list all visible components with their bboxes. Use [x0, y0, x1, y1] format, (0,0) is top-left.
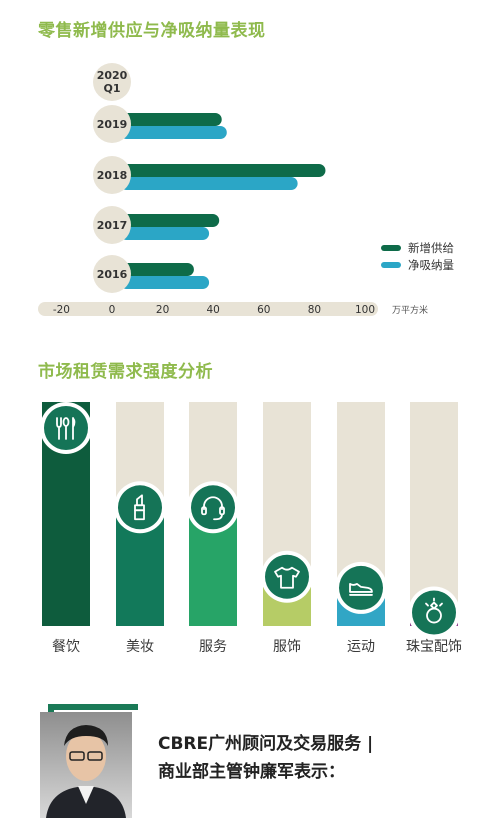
chart2-title: 市场租赁需求强度分析: [38, 362, 213, 382]
category-badge: [93, 255, 131, 293]
icon-badge: [191, 485, 235, 530]
bar-absorption: [120, 126, 227, 139]
sneaker-icon: [349, 583, 373, 596]
fork-knife-spoon-icon: [56, 417, 76, 440]
x-tick-label: 80: [308, 304, 321, 316]
bar-absorption: [120, 276, 210, 289]
icon-badge: [412, 590, 456, 635]
bar-supply: [120, 164, 326, 177]
x-axis-unit: 万平方米: [392, 304, 428, 316]
x-tick-label: -20: [53, 304, 70, 316]
legend-swatch: [381, 262, 401, 268]
quote-text: CBRE广州顾问及交易服务 | 商业部主管钟廉军表示：: [158, 730, 458, 786]
ring-icon: [425, 597, 443, 624]
category-label: 餐饮: [52, 639, 80, 655]
icon-badge: [265, 554, 309, 599]
x-tick-label: 40: [207, 304, 220, 316]
category-label: 服务: [199, 639, 227, 655]
x-tick-label: 100: [355, 304, 375, 316]
quote-line-1: CBRE广州顾问及交易服务 |: [158, 734, 374, 754]
x-axis-strip: [38, 302, 378, 316]
bar-absorption: [120, 177, 298, 190]
legend-label: 新增供给: [408, 241, 454, 255]
category-label: 珠宝配饰: [406, 639, 462, 655]
x-tick-label: 0: [109, 304, 116, 316]
bar-supply: [120, 113, 222, 126]
x-tick-label: 60: [257, 304, 270, 316]
legend-label: 净吸纳量: [408, 258, 454, 272]
x-tick-label: 20: [156, 304, 169, 316]
category-badge: [93, 206, 131, 244]
legend-swatch: [381, 245, 401, 251]
lipstick-icon: [134, 494, 145, 521]
shirt-icon: [274, 566, 300, 589]
speaker-photo: [40, 712, 132, 818]
icon-badge: [339, 565, 383, 610]
category-badge: [93, 105, 131, 143]
category-label: 服饰: [273, 639, 301, 655]
headset-icon: [201, 496, 225, 521]
category-label: 2016: [97, 268, 128, 281]
category-badge: [93, 63, 131, 101]
quote-line-2: 商业部主管钟廉军表示：: [158, 762, 345, 782]
chart1-title: 零售新增供应与净吸纳量表现: [38, 21, 266, 41]
category-label: 2020: [97, 69, 128, 82]
category-label: 美妆: [126, 639, 154, 655]
bar-supply: [120, 263, 194, 276]
category-label: 2017: [97, 219, 128, 232]
icon-badge: [118, 485, 162, 530]
bar-absorption: [120, 227, 210, 240]
leasing-demand-chart: [40, 402, 460, 639]
category-label: 运动: [347, 639, 375, 655]
category-label: 2018: [97, 169, 128, 182]
category-badge: [93, 156, 131, 194]
bar-supply: [120, 214, 220, 227]
category-label: Q1: [103, 82, 120, 95]
quote-section: CBRE广州顾问及交易服务 | 商业部主管钟廉军表示：: [0, 690, 500, 818]
category-label: 2019: [97, 118, 128, 131]
